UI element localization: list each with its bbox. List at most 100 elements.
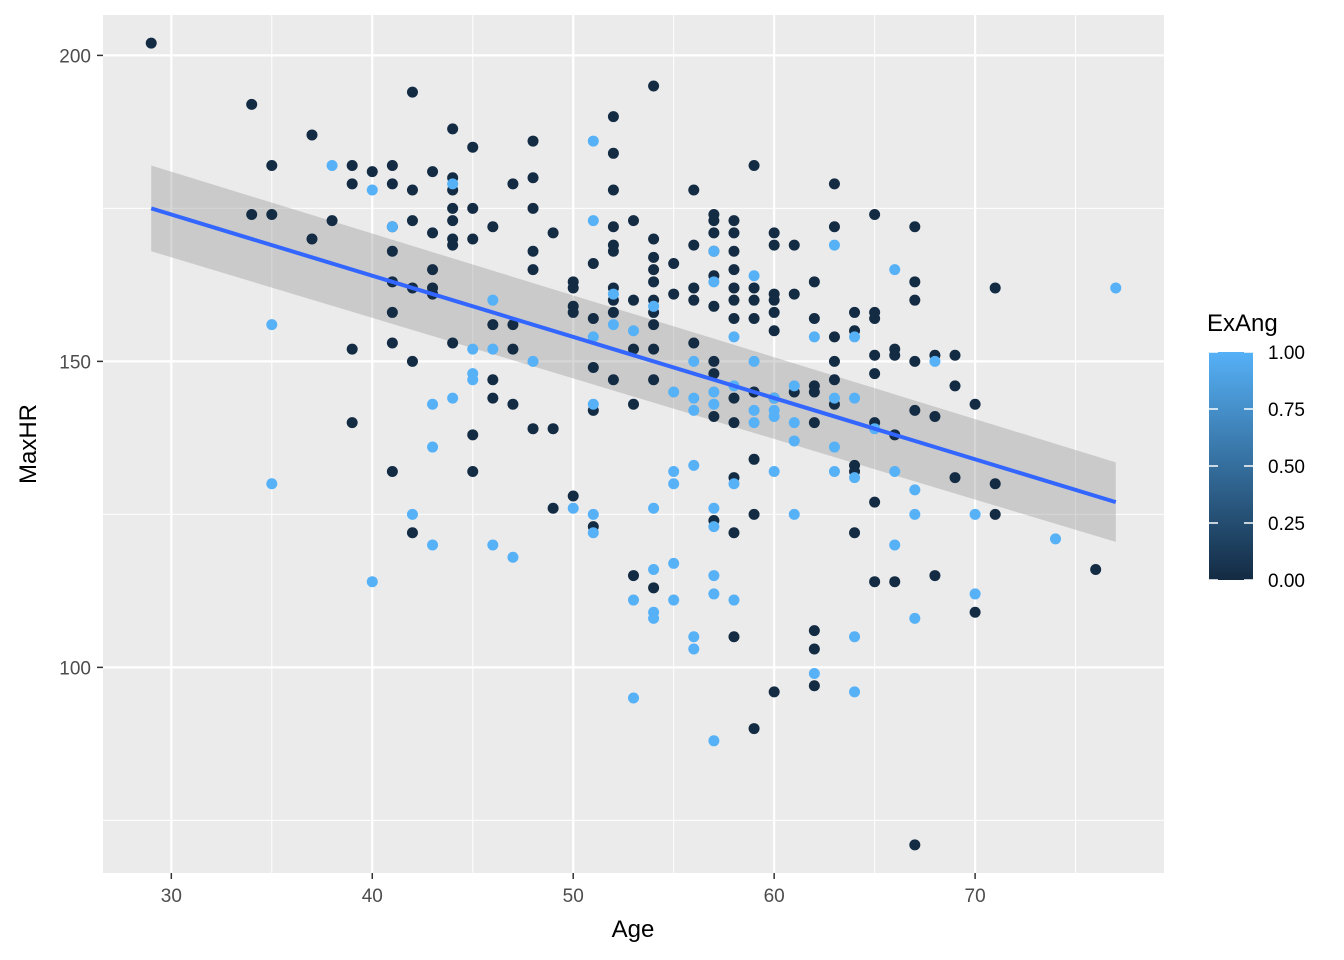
- point-exang-1: [326, 160, 338, 172]
- point-exang-0: [708, 300, 720, 312]
- point-exang-0: [628, 398, 639, 410]
- point-exang-0: [728, 227, 740, 239]
- point-exang-0: [648, 264, 660, 276]
- point-exang-0: [989, 508, 1001, 520]
- point-exang-1: [266, 478, 278, 490]
- point-exang-0: [607, 245, 619, 257]
- point-exang-1: [748, 355, 760, 367]
- y-tick-label: 100: [59, 658, 91, 679]
- point-exang-1: [889, 466, 901, 478]
- point-exang-0: [728, 631, 740, 643]
- point-exang-1: [688, 459, 700, 471]
- point-exang-1: [668, 594, 680, 606]
- point-exang-1: [447, 392, 459, 404]
- point-exang-0: [628, 215, 639, 227]
- point-exang-0: [266, 209, 278, 221]
- point-exang-0: [467, 141, 479, 153]
- minor-gridlines: [103, 15, 1164, 873]
- point-exang-0: [869, 496, 881, 508]
- point-exang-0: [949, 472, 961, 484]
- point-exang-0: [567, 306, 579, 318]
- point-exang-1: [768, 466, 780, 478]
- point-exang-0: [748, 508, 760, 520]
- point-exang-0: [607, 306, 619, 318]
- point-exang-0: [728, 527, 740, 539]
- point-exang-0: [648, 251, 660, 263]
- point-exang-0: [748, 294, 760, 306]
- legend: ExAng 1.00 0.75 0.50 0.25 0.00: [1207, 310, 1305, 592]
- point-exang-1: [648, 502, 660, 514]
- point-exang-0: [507, 343, 519, 355]
- point-exang-0: [547, 227, 559, 239]
- point-exang-0: [386, 306, 398, 318]
- point-exang-0: [889, 576, 901, 588]
- point-exang-0: [909, 294, 921, 306]
- point-exang-0: [467, 429, 479, 441]
- point-exang-0: [828, 178, 840, 190]
- point-exang-1: [467, 343, 479, 355]
- point-exang-1: [467, 374, 479, 386]
- point-exang-1: [567, 502, 579, 514]
- point-exang-0: [728, 245, 740, 257]
- point-exang-0: [909, 404, 921, 416]
- point-exang-0: [768, 294, 780, 306]
- point-exang-0: [306, 129, 318, 141]
- point-exang-1: [386, 221, 398, 233]
- point-exang-0: [969, 398, 981, 410]
- point-exang-1: [708, 398, 720, 410]
- x-axis: 30 40 50 60 70: [161, 873, 986, 907]
- point-exang-0: [929, 410, 941, 422]
- point-exang-1: [487, 294, 499, 306]
- point-exang-0: [145, 37, 157, 49]
- point-exang-0: [587, 362, 599, 374]
- point-exang-0: [708, 410, 720, 422]
- point-exang-1: [487, 539, 499, 551]
- point-exang-0: [768, 306, 780, 318]
- point-exang-1: [849, 472, 861, 484]
- point-exang-0: [467, 466, 479, 478]
- point-exang-0: [909, 839, 921, 851]
- point-exang-1: [929, 355, 941, 367]
- point-exang-1: [688, 404, 700, 416]
- point-exang-0: [628, 343, 639, 355]
- point-exang-0: [527, 135, 539, 147]
- point-exang-0: [366, 166, 378, 178]
- x-axis-title: Age: [612, 916, 655, 943]
- point-exang-0: [648, 233, 660, 245]
- point-exang-0: [648, 80, 660, 92]
- point-exang-0: [728, 215, 740, 227]
- point-exang-1: [909, 484, 921, 496]
- point-exang-0: [447, 337, 459, 349]
- point-exang-0: [768, 227, 780, 239]
- point-exang-1: [628, 325, 639, 337]
- point-exang-0: [688, 337, 700, 349]
- point-exang-1: [688, 355, 700, 367]
- point-exang-0: [828, 374, 840, 386]
- point-exang-0: [527, 264, 539, 276]
- point-exang-1: [628, 692, 639, 704]
- point-exang-1: [366, 184, 378, 196]
- point-exang-1: [849, 686, 861, 698]
- point-exang-0: [828, 221, 840, 233]
- colorbar-label: 0.00: [1268, 571, 1305, 592]
- point-exang-1: [969, 508, 981, 520]
- point-exang-1: [587, 215, 599, 227]
- point-exang-0: [708, 227, 720, 239]
- point-exang-0: [427, 166, 439, 178]
- point-exang-0: [768, 239, 780, 251]
- x-tick-label: 60: [764, 886, 785, 907]
- point-exang-0: [668, 288, 680, 300]
- point-exang-0: [768, 325, 780, 337]
- x-tick-label: 40: [362, 886, 383, 907]
- point-exang-1: [748, 404, 760, 416]
- point-exang-1: [668, 557, 680, 569]
- point-exang-0: [607, 147, 619, 159]
- point-exang-0: [427, 264, 439, 276]
- point-exang-0: [688, 184, 700, 196]
- point-exang-0: [728, 392, 740, 404]
- point-exang-0: [909, 221, 921, 233]
- point-exang-1: [849, 331, 861, 343]
- point-exang-0: [768, 686, 780, 698]
- colorbar-label: 0.25: [1268, 514, 1305, 535]
- x-tick-label: 70: [965, 886, 986, 907]
